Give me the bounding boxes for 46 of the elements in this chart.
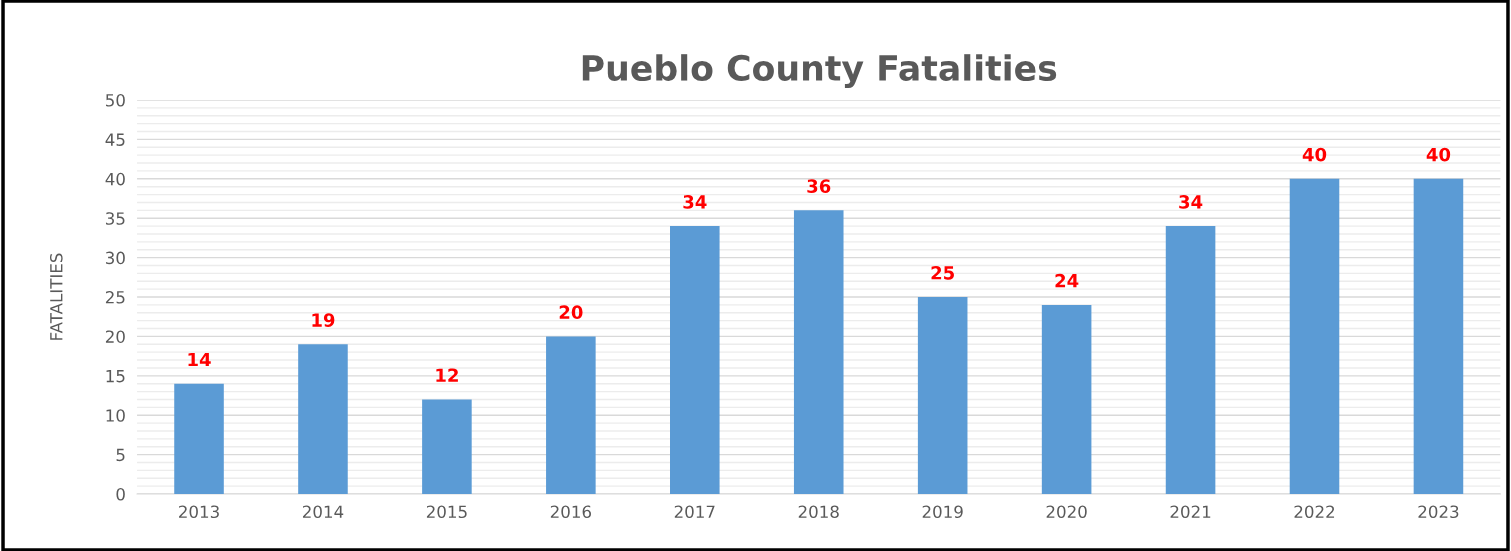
data-label: 24 [1055, 273, 1079, 288]
y-tick-label: 35 [106, 212, 125, 225]
bar [174, 383, 224, 495]
x-tick-label: 2015 [426, 505, 467, 519]
bar [917, 297, 968, 495]
x-tick-label: 2013 [179, 505, 219, 519]
bar [1413, 178, 1464, 495]
bar [422, 399, 472, 495]
y-tick-label: 50 [106, 93, 125, 107]
data-label: 19 [312, 313, 335, 327]
bar [1289, 178, 1340, 495]
data-label: 12 [436, 368, 458, 382]
x-tick-label: 2021 [1170, 505, 1211, 519]
y-tick-label: 30 [106, 251, 125, 265]
bar [546, 336, 596, 495]
y-tick-label: 40 [105, 172, 125, 186]
bar [793, 210, 844, 495]
x-tick-label: 2014 [302, 505, 344, 519]
y-tick-label: 45 [105, 133, 125, 146]
data-label: 40 [1426, 147, 1451, 162]
bar [1165, 226, 1216, 495]
data-label: 34 [683, 195, 707, 209]
y-tick-label: 10 [106, 409, 125, 422]
y-tick-label: 0 [116, 487, 125, 501]
data-label: 14 [188, 352, 211, 367]
y-tick-label: 5 [116, 448, 125, 462]
y-tick-label: 20 [105, 330, 125, 343]
x-tick-label: 2019 [922, 505, 963, 519]
x-tick-label: 2023 [1418, 505, 1459, 519]
x-tick-label: 2018 [798, 505, 839, 519]
data-label: 34 [1179, 195, 1203, 209]
chart-title: Pueblo County Fatalities [582, 54, 1057, 89]
y-tick-label: 25 [105, 290, 125, 304]
data-label: 40 [1302, 147, 1327, 162]
x-tick-label: 2020 [1046, 505, 1087, 519]
y-axis-title: FATALITIES [50, 253, 63, 340]
data-label: 25 [931, 265, 954, 280]
x-tick-label: 2016 [550, 505, 592, 519]
bar [298, 344, 348, 495]
data-label: 36 [807, 179, 831, 193]
data-label: 20 [559, 305, 583, 320]
x-tick-label: 2022 [1294, 505, 1335, 519]
x-tick-label: 2017 [674, 505, 715, 519]
bar [670, 226, 720, 495]
y-tick-label: 15 [106, 370, 125, 383]
bar [1041, 304, 1092, 495]
